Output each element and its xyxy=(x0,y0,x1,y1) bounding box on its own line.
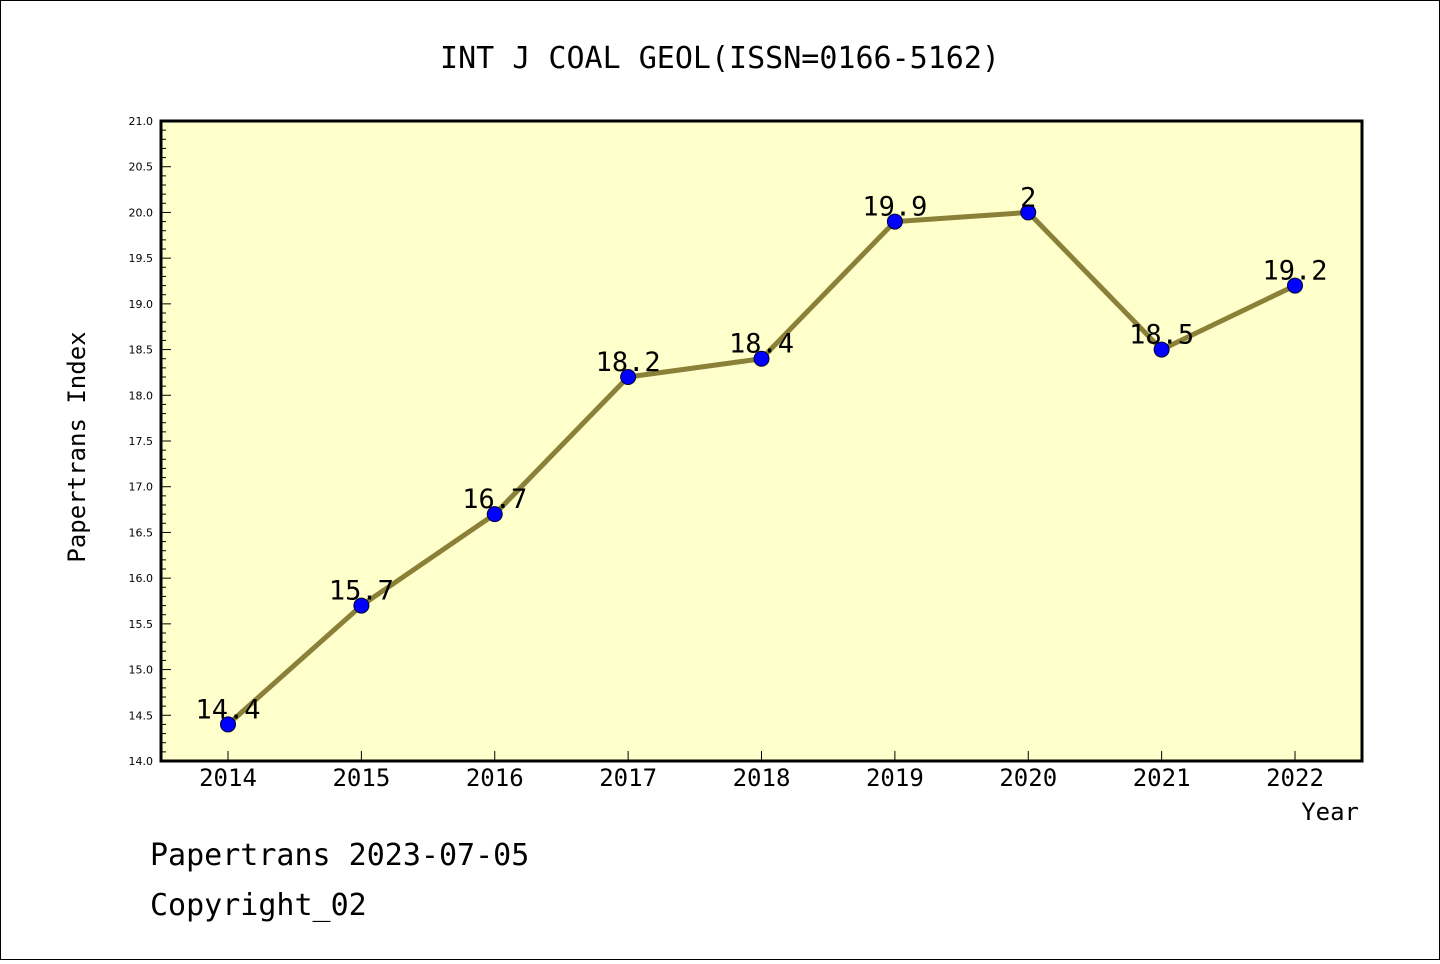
x-tick-label: 2014 xyxy=(199,764,257,792)
y-tick-label: 14.0 xyxy=(129,755,154,768)
y-tick-label: 16.0 xyxy=(129,572,154,585)
y-tick-label: 20.0 xyxy=(129,206,154,219)
y-tick-label: 17.5 xyxy=(129,435,154,448)
y-tick-label: 16.5 xyxy=(129,526,154,539)
x-axis-label: Year xyxy=(1301,798,1359,826)
y-minor-ticks xyxy=(161,120,171,762)
y-tick-label: 18.5 xyxy=(129,344,154,357)
data-point xyxy=(753,350,770,367)
data-label: 15.7 xyxy=(329,576,394,607)
data-label: 2 xyxy=(1020,182,1036,213)
x-tick-label: 2020 xyxy=(999,764,1057,792)
data-point xyxy=(620,369,637,385)
data-label: 16.7 xyxy=(462,484,527,515)
data-point xyxy=(1020,204,1037,221)
x-tick-label: 2015 xyxy=(332,764,390,792)
footer-copyright: Copyright_02 xyxy=(150,888,367,923)
data-point xyxy=(353,597,370,614)
data-label: 18.2 xyxy=(596,347,661,378)
plot-area xyxy=(159,119,1364,763)
y-tick-label: 19.5 xyxy=(129,252,154,265)
data-labels: 14.4 15.7 16.7 18.2 18.4 19.9 2 18.5 19.2 xyxy=(195,182,1327,725)
x-axis-ticks: 2014 2015 2016 2017 2018 2019 2020 2021 2022 xyxy=(199,751,1324,792)
data-label: 18.5 xyxy=(1129,320,1194,351)
y-tick-label: 15.5 xyxy=(129,618,154,631)
x-tick-label: 2019 xyxy=(866,764,924,792)
x-tick-label: 2022 xyxy=(1266,764,1324,792)
y-tick-label: 21.0 xyxy=(129,115,154,128)
y-axis-ticks: 14.0 14.5 15.0 15.5 16.0 16.5 17.0 17.5 18.0 18.5… xyxy=(129,115,154,768)
data-label: 19.9 xyxy=(862,192,927,223)
chart-title: INT J COAL GEOL(ISSN=0166-5162) xyxy=(440,41,1000,76)
data-label: 18.4 xyxy=(729,329,794,360)
x-tick-label: 2016 xyxy=(466,764,524,792)
y-axis-label: Papertrans Index xyxy=(63,331,91,562)
y-tick-label: 20.5 xyxy=(129,161,154,174)
data-point xyxy=(886,213,903,230)
y-tick-label: 17.0 xyxy=(129,481,154,494)
y-tick-label: 15.0 xyxy=(129,664,154,677)
data-point xyxy=(1153,341,1170,358)
data-point xyxy=(1287,277,1303,294)
x-tick-label: 2017 xyxy=(599,764,657,792)
footer-date: Papertrans 2023-07-05 xyxy=(150,838,529,873)
data-points xyxy=(220,204,1303,733)
x-tick-label: 2018 xyxy=(733,764,791,792)
data-point xyxy=(220,716,236,733)
data-point xyxy=(486,506,503,523)
y-tick-label: 14.5 xyxy=(129,709,154,722)
data-label: 19.2 xyxy=(1262,256,1327,287)
x-tick-label: 2021 xyxy=(1133,764,1191,792)
y-tick-label: 18.0 xyxy=(129,389,154,402)
data-label: 14.4 xyxy=(195,694,260,725)
y-tick-label: 19.0 xyxy=(129,298,154,311)
